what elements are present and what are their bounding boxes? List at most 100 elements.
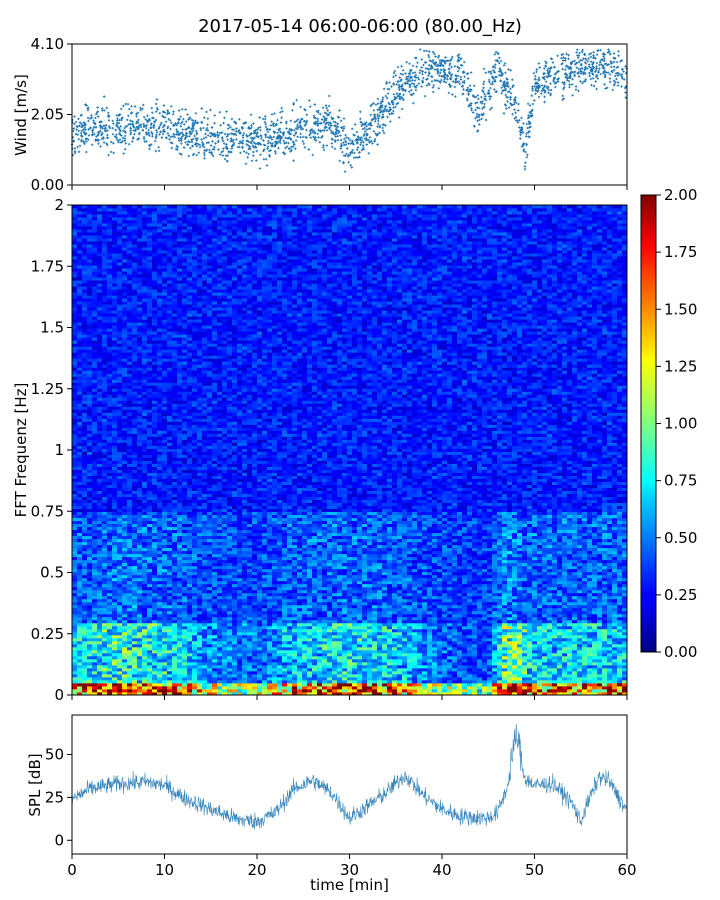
wind-point — [372, 109, 376, 112]
spectrogram-cell — [87, 616, 93, 621]
spectrogram-cell — [127, 217, 133, 221]
spectrogram-cell — [112, 670, 118, 675]
spectrogram-cell — [77, 571, 83, 576]
spectrogram-cell — [142, 622, 148, 627]
spectrogram-cell — [87, 247, 93, 251]
wind-point — [167, 134, 171, 137]
spectrogram-cell — [97, 220, 103, 224]
spectrogram-cell — [132, 568, 138, 573]
spectrogram-cell — [92, 352, 98, 356]
spectrogram-cell — [72, 469, 78, 473]
spectrogram-cell — [122, 535, 128, 540]
spectrogram-cell — [152, 649, 158, 654]
spectrogram-cell — [102, 505, 108, 510]
spectrogram-cell — [152, 346, 158, 350]
spectrogram-cell — [142, 331, 148, 335]
spectrogram-cell — [127, 271, 133, 275]
spectrogram-cell — [77, 238, 83, 242]
spectrogram-cell — [72, 250, 78, 254]
spectrogram-cell — [72, 241, 78, 245]
spectrogram-cell — [87, 310, 93, 314]
spectrogram-cell — [112, 220, 118, 224]
spectrogram-cell — [132, 487, 138, 491]
spectrogram-cell — [82, 352, 88, 356]
wind-point — [106, 129, 109, 132]
spectrogram-cell — [87, 586, 93, 591]
spectrogram-cell — [107, 640, 113, 645]
spectrogram-cell — [72, 355, 78, 359]
spectrogram-cell — [132, 472, 138, 476]
spectrogram-cell — [137, 370, 143, 374]
spectrogram-cell — [112, 310, 118, 314]
spectrogram-cell — [137, 553, 143, 558]
wind-point — [124, 142, 127, 145]
spectrogram-cell — [87, 451, 93, 455]
spectrogram-cell — [82, 589, 88, 594]
spectrogram-cell — [72, 442, 78, 446]
wind-point — [437, 56, 440, 59]
spectrogram-cell — [82, 349, 88, 353]
spectrogram-cell — [107, 271, 113, 275]
spectrogram-cell — [72, 406, 78, 410]
spectrogram-cell — [77, 253, 83, 257]
spectrogram-cell — [132, 505, 138, 510]
spectrogram-cell — [77, 517, 83, 522]
spectrogram-cell — [97, 517, 103, 522]
spectrogram-cell — [132, 502, 138, 507]
spectrogram-cell — [102, 622, 108, 627]
spectrogram-cell — [147, 358, 153, 362]
spectrogram-cell — [82, 640, 88, 645]
spectrogram-cell — [82, 649, 88, 654]
spectrogram-cell — [132, 226, 138, 230]
spectrogram-cell — [107, 325, 113, 329]
spectrogram-cell — [92, 376, 98, 380]
spectrogram-cell — [152, 229, 158, 233]
spectrogram-cell — [92, 493, 98, 497]
wind-point — [166, 126, 169, 130]
spectrogram-cell — [107, 460, 113, 464]
spectrogram-cell — [112, 505, 118, 510]
spectrogram-cell — [147, 604, 153, 609]
spectrogram-cell — [97, 376, 103, 380]
spectrogram-cell — [77, 307, 83, 311]
spectrogram-cell — [132, 307, 138, 311]
spectrogram-cell — [127, 475, 133, 479]
spectrogram-cell — [147, 340, 153, 344]
spectrogram-cell — [152, 379, 158, 383]
spectrogram-cell — [77, 562, 83, 567]
wind-point — [226, 138, 229, 141]
spectrogram-cell — [137, 220, 143, 224]
spectrogram-cell — [102, 625, 108, 630]
wind-point — [383, 107, 387, 111]
spectrogram-cell — [107, 247, 113, 251]
spectrogram-cell — [82, 424, 88, 428]
spectrogram-cell — [117, 334, 123, 338]
spectrogram-cell — [132, 376, 138, 380]
spectrogram-cell — [102, 304, 108, 308]
spectrogram-cell — [137, 466, 143, 470]
spectrogram-cell — [132, 352, 138, 356]
spectrogram-cell — [82, 343, 88, 347]
spectrogram-cell — [152, 430, 158, 434]
spectrogram-cell — [72, 472, 78, 476]
spectrogram-cell — [112, 343, 118, 347]
spectrogram-cell — [147, 586, 153, 591]
wind-point — [221, 154, 224, 157]
spectrogram-cell — [77, 349, 83, 353]
spectrogram-cell — [107, 400, 113, 404]
spectrogram-cell — [127, 310, 133, 314]
spectrogram-cell — [72, 466, 78, 470]
spectrogram-cell — [92, 487, 98, 491]
spectrogram-cell — [82, 337, 88, 341]
spectrogram-cell — [92, 529, 98, 534]
spectrogram-cell — [117, 220, 123, 224]
spectrogram-cell — [102, 532, 108, 537]
spectrogram-cell — [117, 523, 123, 528]
spectrogram-cell — [142, 649, 148, 654]
spectrogram-cell — [137, 499, 143, 504]
spectrogram-cell — [132, 562, 138, 567]
wind-point — [494, 90, 497, 93]
spectrogram-cell — [112, 427, 118, 431]
spectrogram-cell — [97, 574, 103, 579]
spectrogram-cell — [132, 541, 138, 546]
